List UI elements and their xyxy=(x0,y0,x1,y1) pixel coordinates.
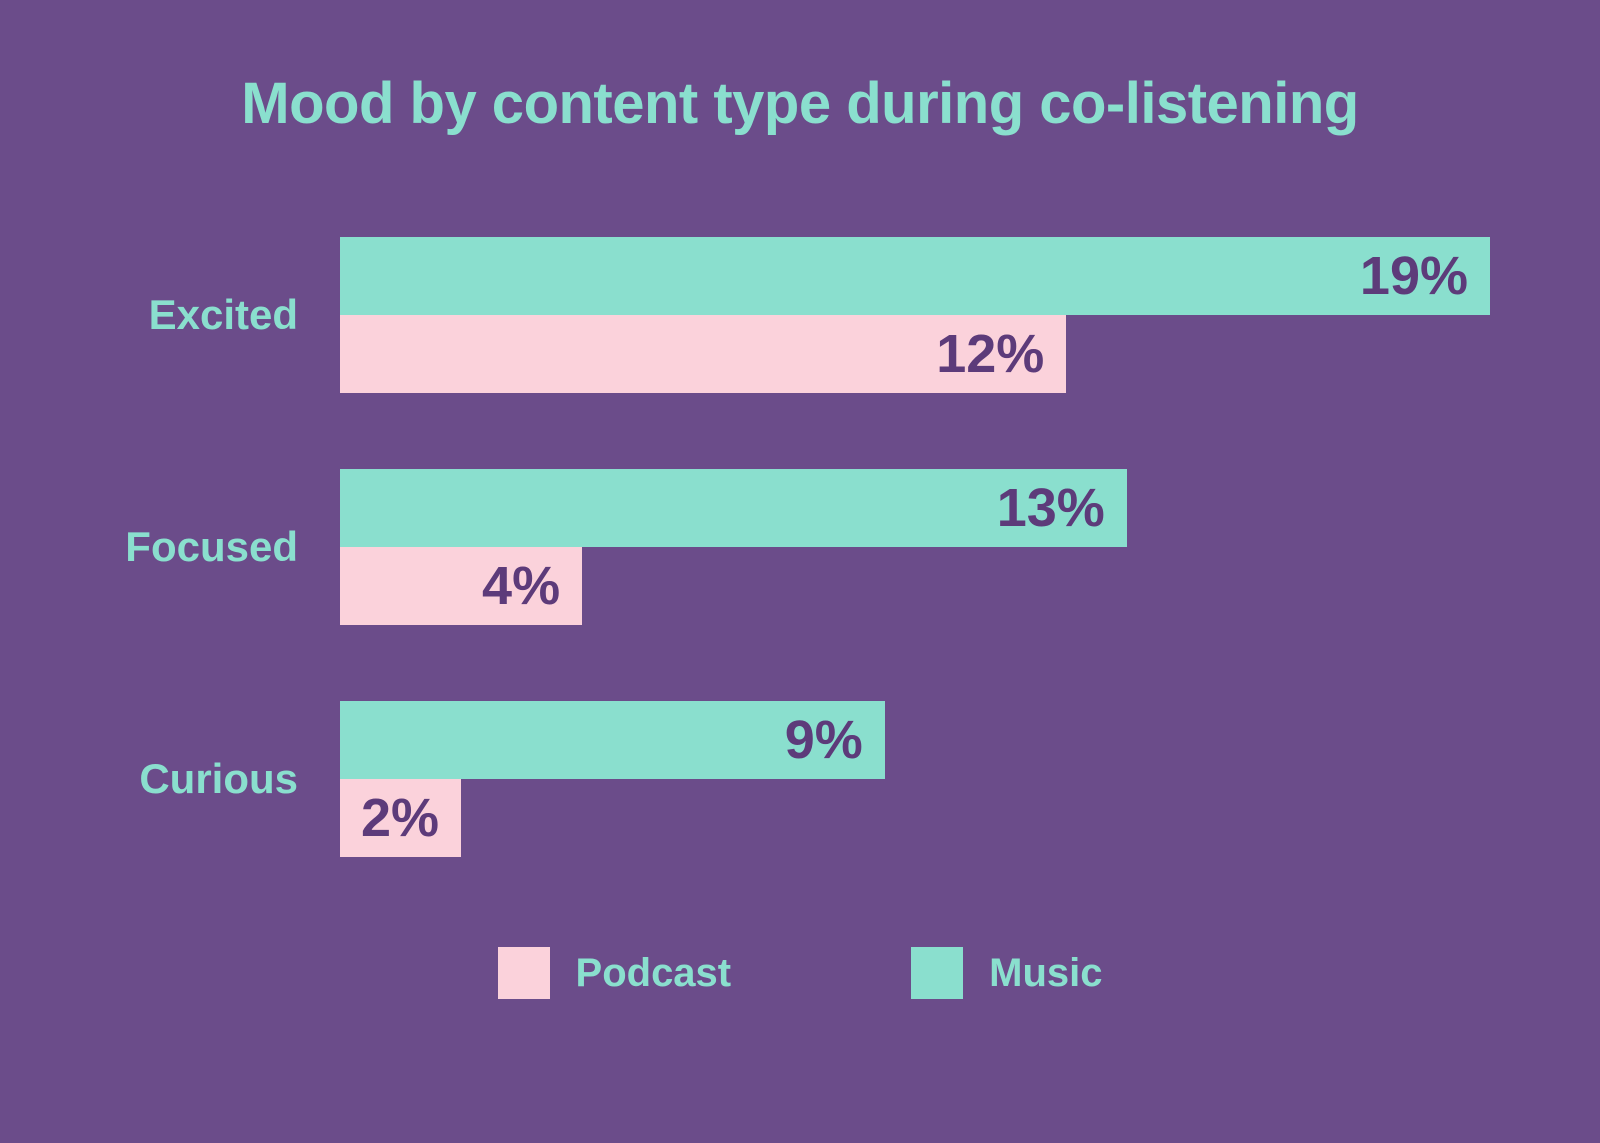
legend-label: Podcast xyxy=(576,951,732,996)
chart-legend: Podcast Music xyxy=(110,947,1490,999)
bar-music: 9% xyxy=(340,701,885,779)
bar-value: 19% xyxy=(1360,249,1468,303)
bar-value: 2% xyxy=(361,791,439,845)
chart-row-focused: Focused 13% 4% xyxy=(110,469,1490,625)
bar-podcast: 12% xyxy=(340,315,1066,393)
legend-item-music: Music xyxy=(911,947,1102,999)
bar-value: 4% xyxy=(482,559,560,613)
legend-item-podcast: Podcast xyxy=(498,947,732,999)
bar-value: 9% xyxy=(785,713,863,767)
row-label: Curious xyxy=(110,755,340,803)
row-bars: 19% 12% xyxy=(340,237,1490,393)
legend-swatch-podcast xyxy=(498,947,550,999)
chart-title: Mood by content type during co-listening xyxy=(110,70,1490,137)
bar-music: 19% xyxy=(340,237,1490,315)
bar-podcast: 4% xyxy=(340,547,582,625)
chart-row-curious: Curious 9% 2% xyxy=(110,701,1490,857)
bar-music: 13% xyxy=(340,469,1127,547)
row-bars: 9% 2% xyxy=(340,701,1490,857)
row-bars: 13% 4% xyxy=(340,469,1490,625)
bar-value: 13% xyxy=(997,481,1105,535)
legend-swatch-music xyxy=(911,947,963,999)
mood-chart: Mood by content type during co-listening… xyxy=(0,0,1600,1143)
chart-rows: Excited 19% 12% Focused 13% 4% xyxy=(110,237,1490,857)
legend-label: Music xyxy=(989,951,1102,996)
chart-row-excited: Excited 19% 12% xyxy=(110,237,1490,393)
bar-podcast: 2% xyxy=(340,779,461,857)
row-label: Excited xyxy=(110,291,340,339)
row-label: Focused xyxy=(110,523,340,571)
bar-value: 12% xyxy=(936,327,1044,381)
